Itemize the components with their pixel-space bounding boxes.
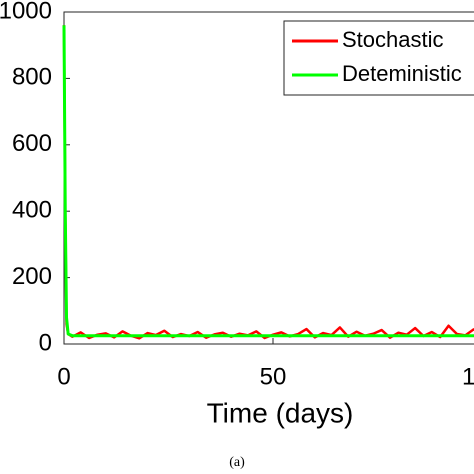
x-axis-label: Time (days) [207,397,354,428]
x-tick-label: 100 [462,363,474,390]
y-tick-label: 200 [12,263,52,290]
y-tick-label: 1000 [0,0,52,24]
y-tick-label: 600 [12,130,52,157]
legend-box [283,20,474,96]
line-series [62,25,474,338]
x-tick-label: 0 [57,363,70,390]
legend-label: Stochastic [342,27,444,52]
x-tick-label: 50 [260,363,287,390]
y-tick-label: 400 [12,197,52,224]
caption: (a) [229,455,245,470]
legend-label: Deteministic [342,61,462,86]
y-tick-label: 0 [39,329,52,356]
y-tick-label: 800 [12,64,52,91]
